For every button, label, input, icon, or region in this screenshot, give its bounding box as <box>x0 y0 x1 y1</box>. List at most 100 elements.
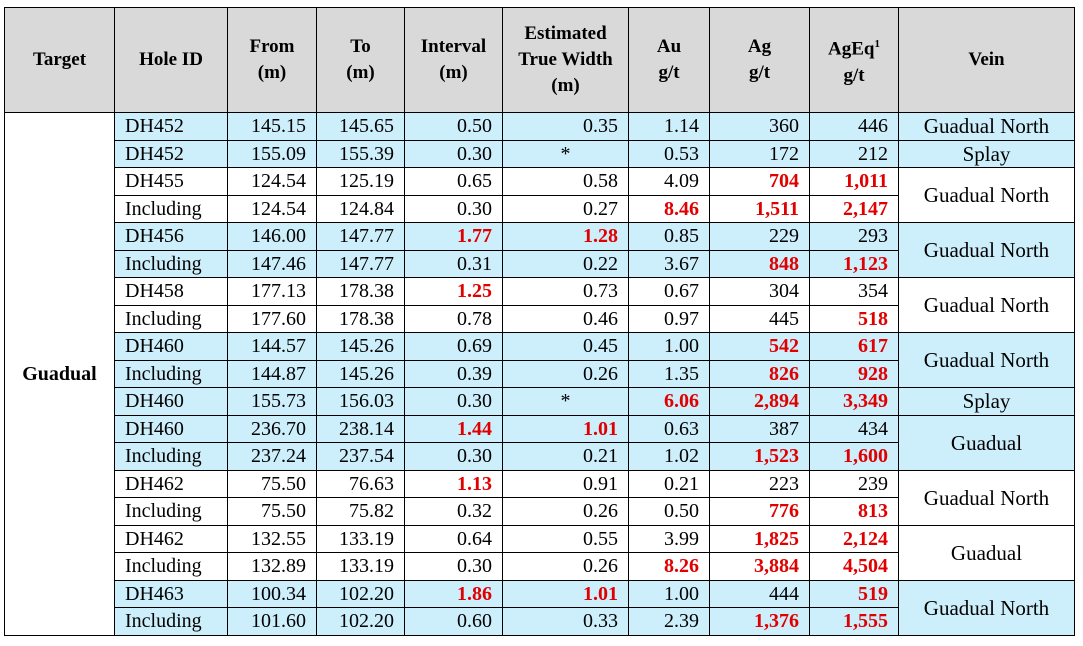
ageq-cell: 1,123 <box>809 249 899 278</box>
ag-cell: 3,884 <box>709 552 810 581</box>
au-cell: 4.09 <box>628 167 710 196</box>
au-cell: 0.21 <box>628 469 710 498</box>
ageq-cell: 519 <box>809 579 899 608</box>
au-cell: 1.02 <box>628 442 710 471</box>
true-width-cell: 0.55 <box>502 524 629 553</box>
from-cell: 144.57 <box>227 332 317 361</box>
ag-cell: 229 <box>709 222 810 251</box>
header-ageq: AgEq1 g/t <box>809 7 899 113</box>
table-row: Including 144.87 145.26 0.39 0.26 1.35 826 928 <box>5 359 1075 388</box>
true-width-cell: * <box>502 387 629 416</box>
au-cell: 0.97 <box>628 304 710 333</box>
ageq-cell: 434 <box>809 414 899 443</box>
from-cell: 75.50 <box>227 497 317 526</box>
ag-cell: 1,825 <box>709 524 810 553</box>
hole-id-cell: Including <box>114 249 228 278</box>
to-cell: 75.82 <box>316 497 405 526</box>
au-cell: 3.99 <box>628 524 710 553</box>
interval-cell: 0.50 <box>404 112 503 141</box>
table-row: DH455 124.54 125.19 0.65 0.58 4.09 704 1,011 Gua… <box>5 167 1075 223</box>
interval-cell: 1.25 <box>404 277 503 306</box>
ag-cell: 1,523 <box>709 442 810 471</box>
to-cell: 145.65 <box>316 112 405 141</box>
interval-cell: 0.32 <box>404 497 503 526</box>
interval-cell: 0.30 <box>404 387 503 416</box>
au-cell: 6.06 <box>628 387 710 416</box>
interval-cell: 0.30 <box>404 194 503 223</box>
vein-cell: Guadual North <box>898 167 1075 223</box>
true-width-cell: 0.91 <box>502 469 629 498</box>
from-cell: 124.54 <box>227 194 317 223</box>
true-width-cell: 1.28 <box>502 222 629 251</box>
header-from: From (m) <box>227 7 317 113</box>
table-row: DH452 155.09 155.39 0.30 * 0.53 172 212 Splay <box>5 139 1075 168</box>
au-cell: 0.67 <box>628 277 710 306</box>
header-ageq-label: AgEq <box>828 38 875 60</box>
from-cell: 75.50 <box>227 469 317 498</box>
to-cell: 147.77 <box>316 222 405 251</box>
table-row: DH460 236.70 238.14 1.44 1.01 0.63 387 434 Guadu… <box>5 414 1075 471</box>
header-true-width: Estimated True Width (m) <box>502 7 629 113</box>
ageq-cell: 446 <box>809 112 899 141</box>
hole-id-cell: Including <box>114 359 228 388</box>
drill-results-table: Target Hole ID From (m) To (m) Interval … <box>4 7 1075 636</box>
table-row: Including 101.60 102.20 0.60 0.33 2.39 1,376 1,… <box>5 607 1075 636</box>
to-cell: 178.38 <box>316 304 405 333</box>
from-cell: 155.73 <box>227 387 317 416</box>
vein-cell: Guadual North <box>898 332 1075 388</box>
true-width-cell: 0.26 <box>502 552 629 581</box>
interval-cell: 1.13 <box>404 469 503 498</box>
table-row: DH458 177.13 178.38 1.25 0.73 0.67 304 354 Guadu… <box>5 277 1075 333</box>
from-cell: 132.89 <box>227 552 317 581</box>
to-cell: 76.63 <box>316 469 405 498</box>
ag-cell: 444 <box>709 579 810 608</box>
vein-cell: Guadual North <box>898 469 1075 526</box>
interval-cell: 0.65 <box>404 167 503 196</box>
from-cell: 237.24 <box>227 442 317 471</box>
ag-cell: 826 <box>709 359 810 388</box>
ageq-cell: 928 <box>809 359 899 388</box>
true-width-cell: 0.58 <box>502 167 629 196</box>
from-cell: 101.60 <box>227 607 317 636</box>
interval-cell: 0.78 <box>404 304 503 333</box>
table-row: DH460 155.73 156.03 0.30 * 6.06 2,894 3,349 Spla… <box>5 387 1075 416</box>
vein-cell: Guadual <box>898 524 1075 581</box>
table-row: Guadual DH452 145.15 145.65 0.50 0.35 1.14 360 4… <box>4 112 1075 636</box>
true-width-cell: 0.45 <box>502 332 629 361</box>
hole-id-cell: DH452 <box>114 112 228 141</box>
ageq-cell: 2,147 <box>809 194 899 223</box>
hole-id-cell: DH456 <box>114 222 228 251</box>
ageq-cell: 1,555 <box>809 607 899 636</box>
table-row: DH463 100.34 102.20 1.86 1.01 1.00 444 519 Guadu… <box>5 579 1075 636</box>
interval-cell: 0.30 <box>404 442 503 471</box>
hole-id-cell: DH460 <box>114 332 228 361</box>
table-row: DH460 144.57 145.26 0.69 0.45 1.00 542 617 Guadu… <box>5 332 1075 388</box>
from-cell: 147.46 <box>227 249 317 278</box>
ag-cell: 776 <box>709 497 810 526</box>
to-cell: 102.20 <box>316 579 405 608</box>
ag-cell: 1,376 <box>709 607 810 636</box>
hole-id-cell: Including <box>114 497 228 526</box>
header-to: To (m) <box>316 7 405 113</box>
from-cell: 146.00 <box>227 222 317 251</box>
ag-cell: 387 <box>709 414 810 443</box>
from-cell: 100.34 <box>227 579 317 608</box>
au-cell: 0.63 <box>628 414 710 443</box>
ag-cell: 1,511 <box>709 194 810 223</box>
hole-id-cell: DH463 <box>114 579 228 608</box>
table-row: Including 132.89 133.19 0.30 0.26 8.26 3,884 4,… <box>5 552 1075 581</box>
header-target: Target <box>4 7 115 113</box>
to-cell: 178.38 <box>316 277 405 306</box>
ag-cell: 445 <box>709 304 810 333</box>
header-ageq-footnote: 1 <box>874 38 880 51</box>
ageq-cell: 1,600 <box>809 442 899 471</box>
true-width-cell: 0.22 <box>502 249 629 278</box>
header-hole-id: Hole ID <box>114 7 228 113</box>
to-cell: 124.84 <box>316 194 405 223</box>
table-header: Target Hole ID From (m) To (m) Interval … <box>4 7 1075 113</box>
to-cell: 133.19 <box>316 552 405 581</box>
header-ag: Ag g/t <box>709 7 810 113</box>
hole-id-cell: DH458 <box>114 277 228 306</box>
interval-cell: 0.30 <box>404 552 503 581</box>
ageq-cell: 813 <box>809 497 899 526</box>
